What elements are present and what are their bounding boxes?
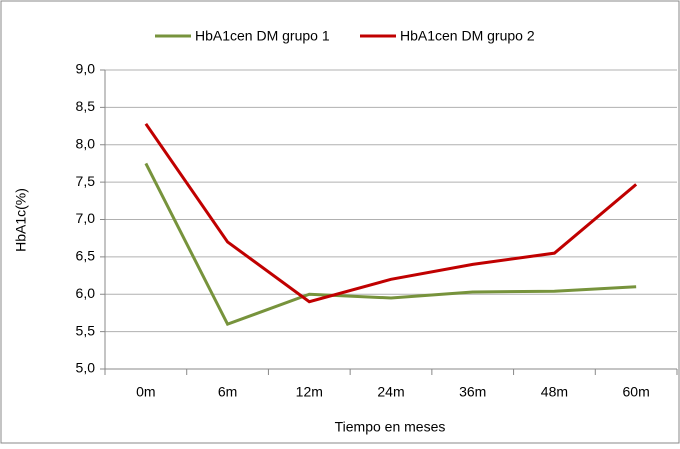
x-tick-label: 24m	[377, 384, 404, 400]
series-line	[144, 162, 637, 327]
x-tick-label: 6m	[218, 384, 237, 400]
y-tick-label: 6,5	[76, 248, 96, 264]
x-tick-label: 12m	[296, 384, 323, 400]
y-tick-label: 5,0	[76, 360, 96, 376]
series-line	[144, 122, 638, 304]
x-axis-label: Tiempo en meses	[335, 419, 446, 435]
x-tick-label: 0m	[136, 384, 155, 400]
y-tick-label: 6,0	[76, 285, 96, 301]
y-axis-label: HbA1c(%)	[13, 188, 29, 252]
y-tick-label: 8,0	[76, 135, 96, 151]
y-tick-label: 8,5	[76, 98, 96, 114]
y-tick-label: 5,5	[76, 322, 96, 338]
x-tick-label: 48m	[541, 384, 568, 400]
legend-label: HbA1cen DM grupo 1	[195, 28, 330, 44]
x-tick-label: 36m	[459, 384, 486, 400]
y-tick-label: 7,0	[76, 210, 96, 226]
legend-label: HbA1cen DM grupo 2	[400, 28, 535, 44]
y-tick-label: 9,0	[76, 61, 96, 77]
x-tick-label: 60m	[623, 384, 650, 400]
y-tick-label: 7,5	[76, 173, 96, 189]
